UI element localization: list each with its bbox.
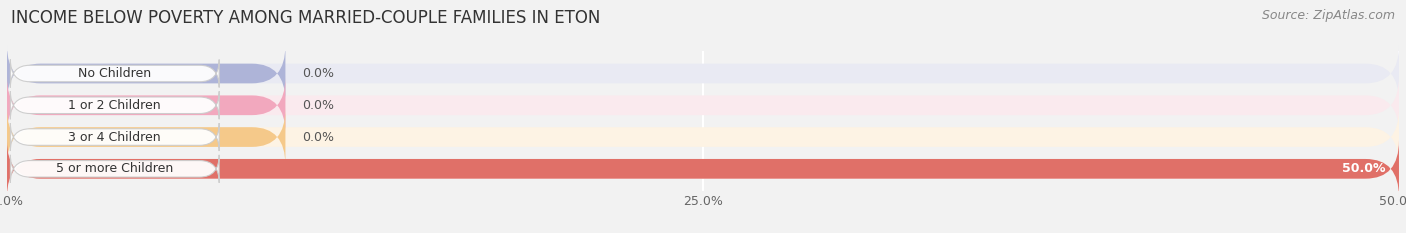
FancyBboxPatch shape: [7, 45, 285, 102]
Text: 50.0%: 50.0%: [1341, 162, 1385, 175]
FancyBboxPatch shape: [7, 140, 1399, 197]
FancyBboxPatch shape: [7, 109, 285, 165]
Text: 5 or more Children: 5 or more Children: [56, 162, 173, 175]
FancyBboxPatch shape: [7, 109, 1399, 165]
Text: 0.0%: 0.0%: [302, 99, 335, 112]
Text: 1 or 2 Children: 1 or 2 Children: [69, 99, 162, 112]
Text: 3 or 4 Children: 3 or 4 Children: [69, 130, 162, 144]
FancyBboxPatch shape: [10, 59, 219, 87]
FancyBboxPatch shape: [7, 45, 1399, 102]
Text: INCOME BELOW POVERTY AMONG MARRIED-COUPLE FAMILIES IN ETON: INCOME BELOW POVERTY AMONG MARRIED-COUPL…: [11, 9, 600, 27]
Text: 0.0%: 0.0%: [302, 67, 335, 80]
Text: 0.0%: 0.0%: [302, 130, 335, 144]
FancyBboxPatch shape: [10, 91, 219, 119]
FancyBboxPatch shape: [10, 155, 219, 183]
FancyBboxPatch shape: [7, 77, 285, 134]
FancyBboxPatch shape: [10, 123, 219, 151]
Text: Source: ZipAtlas.com: Source: ZipAtlas.com: [1261, 9, 1395, 22]
Text: No Children: No Children: [79, 67, 152, 80]
FancyBboxPatch shape: [7, 140, 1399, 197]
FancyBboxPatch shape: [7, 77, 1399, 134]
